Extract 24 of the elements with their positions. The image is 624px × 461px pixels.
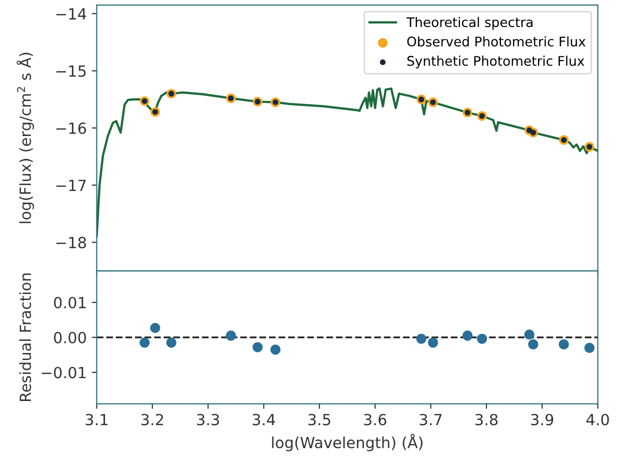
x-tick-label: 3.8	[475, 414, 498, 426]
y-tick-label: 0.00	[54, 332, 86, 344]
x-tick-label: 3.6	[364, 414, 386, 426]
x-tick-label: 3.9	[531, 414, 554, 426]
x-tick-label: 3.5	[308, 414, 330, 426]
legend-label: Observed Photometric Flux	[407, 36, 586, 47]
y-tick-label: 0.01	[54, 296, 86, 308]
x-tick-label: 3.4	[252, 414, 276, 426]
legend-label: Synthetic Photometric Flux	[407, 56, 584, 68]
y-tick-label: −14	[56, 8, 86, 20]
y-tick-label: −18	[56, 236, 86, 248]
y-tick-label: −16	[56, 122, 86, 134]
legend-label: Theoretical spectra	[406, 16, 532, 30]
x-tick-label: 3.1	[86, 414, 108, 426]
x-tick-label: 3.3	[197, 414, 219, 426]
x-axis-title: log(Wavelength) (Å)	[272, 434, 422, 452]
x-tick-label: 4.0	[586, 414, 609, 426]
x-tick-label: 3.2	[141, 414, 164, 426]
y-tick-label: −0.01	[42, 366, 86, 378]
x-tick-label: 3.7	[420, 414, 442, 426]
y-tick-label: −17	[56, 180, 86, 191]
y-axis-title: log(Flux) (erg/cm$^{2}$ s Å)	[16, 52, 34, 224]
y-axis-title: Residual Fraction	[19, 273, 32, 402]
y-tick-label: −15	[56, 65, 86, 77]
